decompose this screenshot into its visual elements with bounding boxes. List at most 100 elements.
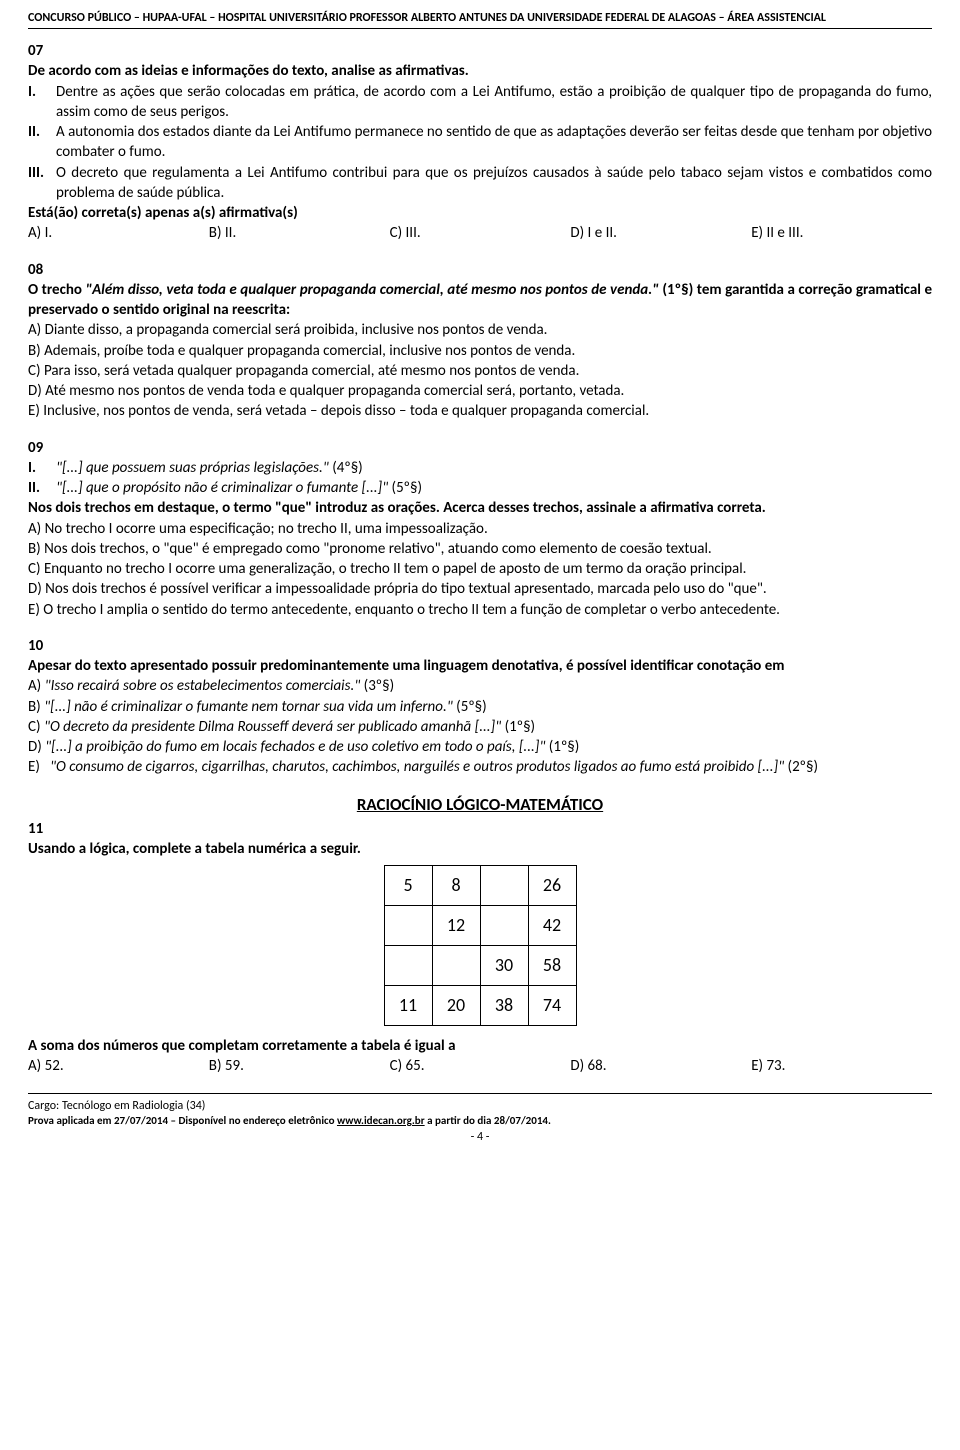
option-c: C) Enquanto no trecho I ocorre uma gener… [28, 559, 932, 579]
question-09: 09 I. "[...] que possuem suas próprias l… [28, 438, 932, 620]
statement-II: II. A autonomia dos estados diante da Le… [28, 122, 932, 163]
statement-text: Dentre as ações que serão colocadas em p… [56, 82, 932, 123]
section-title: RACIOCÍNIO LÓGICO-MATEMÁTICO [28, 794, 932, 817]
table-row: 12 42 [384, 906, 576, 946]
option-e: E) II e III. [751, 223, 932, 243]
label: E) [28, 757, 50, 777]
statement-II: II. "[...] que o propósito não é crimina… [28, 478, 932, 498]
statement-I: I. "[...] que possuem suas próprias legi… [28, 458, 932, 478]
option-a: A) 52. [28, 1056, 209, 1076]
cell [384, 946, 432, 986]
statement-text: A autonomia dos estados diante da Lei An… [56, 122, 932, 163]
option-e: E) "O consumo de cigarros, cigarrilhas, … [28, 757, 932, 777]
cell: 26 [528, 866, 576, 906]
question-07: 07 De acordo com as ideias e informações… [28, 41, 932, 244]
option-e: E) O trecho I amplia o sentido do termo … [28, 600, 932, 620]
option-d: D) 68. [570, 1056, 751, 1076]
option-a: A) Diante disso, a propaganda comercial … [28, 320, 932, 340]
ref: (5º§) [388, 479, 422, 497]
statement-marker: II. [28, 122, 56, 163]
options-row: A) I. B) II. C) III. D) I e II. E) II e … [28, 223, 932, 243]
quote: "[...] a proibição do fumo em locais fec… [45, 738, 545, 756]
lead-part: O trecho [28, 281, 86, 299]
cell: 12 [432, 906, 480, 946]
statement-marker: I. [28, 458, 56, 478]
cell: 11 [384, 986, 432, 1026]
footer-text: Prova aplicada em 27/07/2014 – Disponíve… [28, 1114, 337, 1127]
option-b: B) Nos dois trechos, o "que" é empregado… [28, 539, 932, 559]
table-row: 11 20 38 74 [384, 986, 576, 1026]
option-d: D) Até mesmo nos pontos de venda toda e … [28, 381, 932, 401]
ref: (1º§) [545, 738, 579, 756]
quote: "O consumo de cigarros, cigarrilhas, cha… [50, 758, 784, 776]
question-number: 08 [28, 260, 932, 280]
option-e: E) Inclusive, nos pontos de venda, será … [28, 401, 932, 421]
cell: 5 [384, 866, 432, 906]
statement-III: III. O decreto que regulamenta a Lei Ant… [28, 163, 932, 204]
cell [480, 906, 528, 946]
question-number: 07 [28, 41, 932, 61]
question-lead: Apesar do texto apresentado possuir pred… [28, 656, 932, 676]
cell [384, 906, 432, 946]
option-c: C) Para isso, será vetada qualquer propa… [28, 361, 932, 381]
label: D) [28, 738, 45, 756]
quote: "Isso recairá sobre os estabelecimentos … [45, 677, 361, 695]
footer-text: a partir do dia 28/07/2014. [425, 1114, 551, 1127]
cell [480, 866, 528, 906]
quote: "[...] não é criminalizar o fumante nem … [44, 698, 453, 716]
statement-text: "[...] que possuem suas próprias legisla… [56, 458, 932, 478]
page-header: CONCURSO PÚBLICO – HUPAA-UFAL – HOSPITAL… [28, 10, 932, 29]
option-a: A) "Isso recairá sobre os estabeleciment… [28, 676, 932, 696]
option-b: B) II. [209, 223, 390, 243]
statement-text: "[...] que o propósito não é criminaliza… [56, 478, 932, 498]
option-b: B) 59. [209, 1056, 390, 1076]
question-after: A soma dos números que completam correta… [28, 1036, 932, 1056]
question-10: 10 Apesar do texto apresentado possuir p… [28, 636, 932, 778]
question-11: 11 Usando a lógica, complete a tabela nu… [28, 819, 932, 1077]
cell [432, 946, 480, 986]
option-c: C) 65. [390, 1056, 571, 1076]
footer-prova: Prova aplicada em 27/07/2014 – Disponíve… [28, 1114, 932, 1129]
option-b: B) Ademais, proíbe toda e qualquer propa… [28, 341, 932, 361]
label: C) [28, 718, 44, 736]
cell: 30 [480, 946, 528, 986]
question-number: 10 [28, 636, 932, 656]
option-c: C) "O decreto da presidente Dilma Rousse… [28, 717, 932, 737]
question-lead: Nos dois trechos em destaque, o termo "q… [28, 498, 932, 518]
question-lead: O trecho "Além disso, veta toda e qualqu… [28, 280, 932, 321]
cell: 58 [528, 946, 576, 986]
question-lead: Usando a lógica, complete a tabela numér… [28, 839, 932, 859]
question-number: 09 [28, 438, 932, 458]
statement-marker: II. [28, 478, 56, 498]
question-08: 08 O trecho "Além disso, veta toda e qua… [28, 260, 932, 422]
quote: "[...] que o propósito não é criminaliza… [56, 479, 388, 497]
statement-text: O decreto que regulamenta a Lei Antifumo… [56, 163, 932, 204]
quote: "O decreto da presidente Dilma Rousseff … [44, 718, 501, 736]
lead-quote: "Além disso, veta toda e qualquer propag… [86, 281, 659, 299]
label: A) [28, 677, 45, 695]
page-footer: Cargo: Tecnólogo em Radiologia (34) Prov… [28, 1093, 932, 1145]
ref: (1º§) [501, 718, 535, 736]
table-row: 5 8 26 [384, 866, 576, 906]
statement-marker: III. [28, 163, 56, 204]
option-b: B) "[...] não é criminalizar o fumante n… [28, 697, 932, 717]
option-d: D) Nos dois trechos é possível verificar… [28, 579, 932, 599]
question-number: 11 [28, 819, 932, 839]
option-a: A) No trecho I ocorre uma especificação;… [28, 519, 932, 539]
statement-marker: I. [28, 82, 56, 123]
numeric-table: 5 8 26 12 42 30 58 11 20 38 74 [384, 865, 577, 1026]
correct-prompt: Está(ão) correta(s) apenas a(s) afirmati… [28, 203, 932, 223]
ref: (4º§) [329, 459, 363, 477]
label: B) [28, 698, 44, 716]
option-d: D) I e II. [570, 223, 751, 243]
cell: 74 [528, 986, 576, 1026]
option-e: E) 73. [751, 1056, 932, 1076]
option-e-body: "O consumo de cigarros, cigarrilhas, cha… [50, 757, 932, 777]
question-lead: De acordo com as ideias e informações do… [28, 61, 932, 81]
quote: "[...] que possuem suas próprias legisla… [56, 459, 329, 477]
footer-link: www.idecan.org.br [337, 1114, 425, 1127]
ref: (3º§) [360, 677, 394, 695]
option-a: A) I. [28, 223, 209, 243]
ref: (5º§) [453, 698, 487, 716]
ref: (2º§) [784, 758, 818, 776]
